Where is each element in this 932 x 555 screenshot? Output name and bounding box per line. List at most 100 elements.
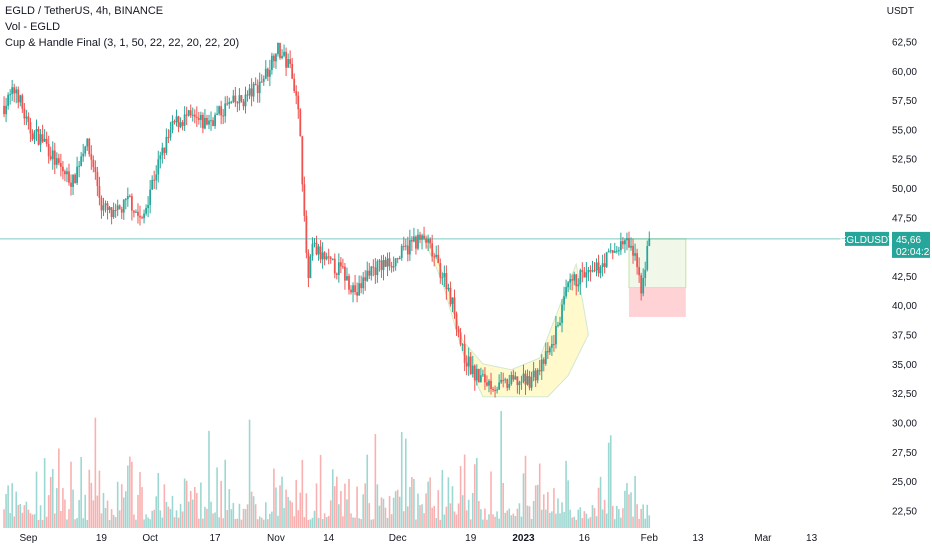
volume-bar: [352, 517, 354, 528]
volume-bar: [183, 478, 186, 528]
time-tick-label: Nov: [267, 533, 285, 544]
candle-body: [518, 382, 521, 386]
volume-bar: [542, 494, 545, 528]
volume-bar: [433, 505, 436, 528]
candle-body: [398, 258, 401, 260]
candle-body: [494, 389, 496, 391]
volume-bar: [309, 519, 312, 528]
candle-body: [481, 374, 484, 376]
volume-bar: [258, 516, 261, 528]
candle-body: [295, 91, 298, 96]
volume-bar: [198, 518, 200, 528]
volume-bar: [295, 479, 298, 528]
volume-bar: [581, 518, 584, 528]
candle-body: [384, 259, 387, 267]
candle-body: [171, 121, 174, 130]
volume-bar: [431, 507, 433, 528]
cup-handle-indicator-label[interactable]: Cup & Handle Final (3, 1, 50, 22, 22, 20…: [5, 37, 240, 49]
candle-body: [43, 138, 46, 142]
volume-bar: [624, 490, 626, 528]
volume-bar: [569, 509, 571, 528]
candle-body: [331, 258, 334, 260]
time-tick-label: 19: [465, 533, 477, 544]
volume-bar: [591, 504, 594, 528]
volume-bar: [145, 514, 147, 528]
candle-body: [19, 95, 22, 103]
volume-bar: [372, 519, 375, 528]
volume-bar: [240, 519, 243, 528]
volume-bar: [248, 419, 251, 528]
volume-bar: [208, 430, 210, 528]
volume-bar: [228, 489, 231, 528]
candle-body: [3, 105, 5, 115]
candle-body: [325, 256, 328, 260]
candle-body: [149, 189, 152, 205]
candle-body: [262, 78, 265, 82]
price-tick-label: 62,50: [892, 37, 917, 48]
candle-body: [526, 376, 529, 385]
candle-body: [502, 379, 505, 381]
volume-bar: [449, 503, 452, 528]
volume-indicator-label[interactable]: Vol - EGLD: [5, 21, 61, 33]
price-tick-label: 25,00: [892, 477, 917, 488]
volume-bar: [451, 486, 454, 528]
volume-bar: [135, 519, 137, 528]
volume-bar: [47, 495, 50, 528]
volume-bar: [283, 507, 285, 528]
candle-body: [11, 87, 14, 95]
candle-body: [301, 136, 304, 185]
volume-bar: [96, 495, 99, 528]
time-tick-label: 16: [579, 533, 591, 544]
volume-bar: [567, 480, 569, 528]
candle-body: [9, 94, 12, 96]
price-unit-label: USDT: [886, 6, 914, 17]
candle-body: [104, 203, 107, 206]
volume-bar: [354, 517, 356, 528]
volume-bar: [616, 505, 618, 528]
volume-bar: [131, 461, 133, 528]
volume-bar: [179, 503, 182, 528]
volume-bar: [447, 477, 450, 528]
candle-body: [575, 274, 578, 287]
volume-bar: [561, 502, 563, 528]
volume-bar: [7, 485, 9, 528]
candle-body: [492, 389, 494, 391]
volume-bar: [526, 505, 529, 528]
candle-body: [137, 211, 139, 216]
volume-bar: [443, 514, 446, 528]
volume-bar: [338, 504, 340, 528]
volume-bar: [585, 513, 588, 528]
volume-bar: [129, 456, 131, 528]
candle-body: [378, 260, 381, 262]
volume-bar: [35, 471, 38, 528]
candle-body: [636, 253, 639, 268]
candle-body: [520, 381, 523, 383]
volume-bar: [419, 505, 421, 528]
candle-body: [423, 235, 425, 239]
volume-bar: [122, 497, 125, 528]
candle-body: [161, 147, 164, 156]
volume-bar: [49, 477, 52, 528]
candle-body: [199, 114, 202, 120]
candle-body: [400, 246, 403, 259]
volume-bar: [384, 507, 387, 528]
candle-body: [141, 217, 143, 219]
candle-body: [388, 258, 391, 267]
candle-body: [402, 246, 405, 248]
candle-body: [348, 276, 350, 290]
candle-body: [530, 377, 533, 388]
candle-body: [41, 134, 44, 142]
price-tick-label: 30,00: [892, 418, 917, 429]
volume-bar: [29, 513, 32, 528]
target-zone: [628, 238, 687, 289]
volume-bar: [291, 502, 293, 528]
volume-bar: [376, 484, 379, 528]
volume-bar: [313, 510, 316, 528]
volume-bar: [528, 506, 531, 528]
volume-bar: [102, 492, 105, 528]
candle-body: [64, 171, 66, 175]
candle-body: [135, 211, 137, 213]
candle-body: [431, 243, 434, 257]
